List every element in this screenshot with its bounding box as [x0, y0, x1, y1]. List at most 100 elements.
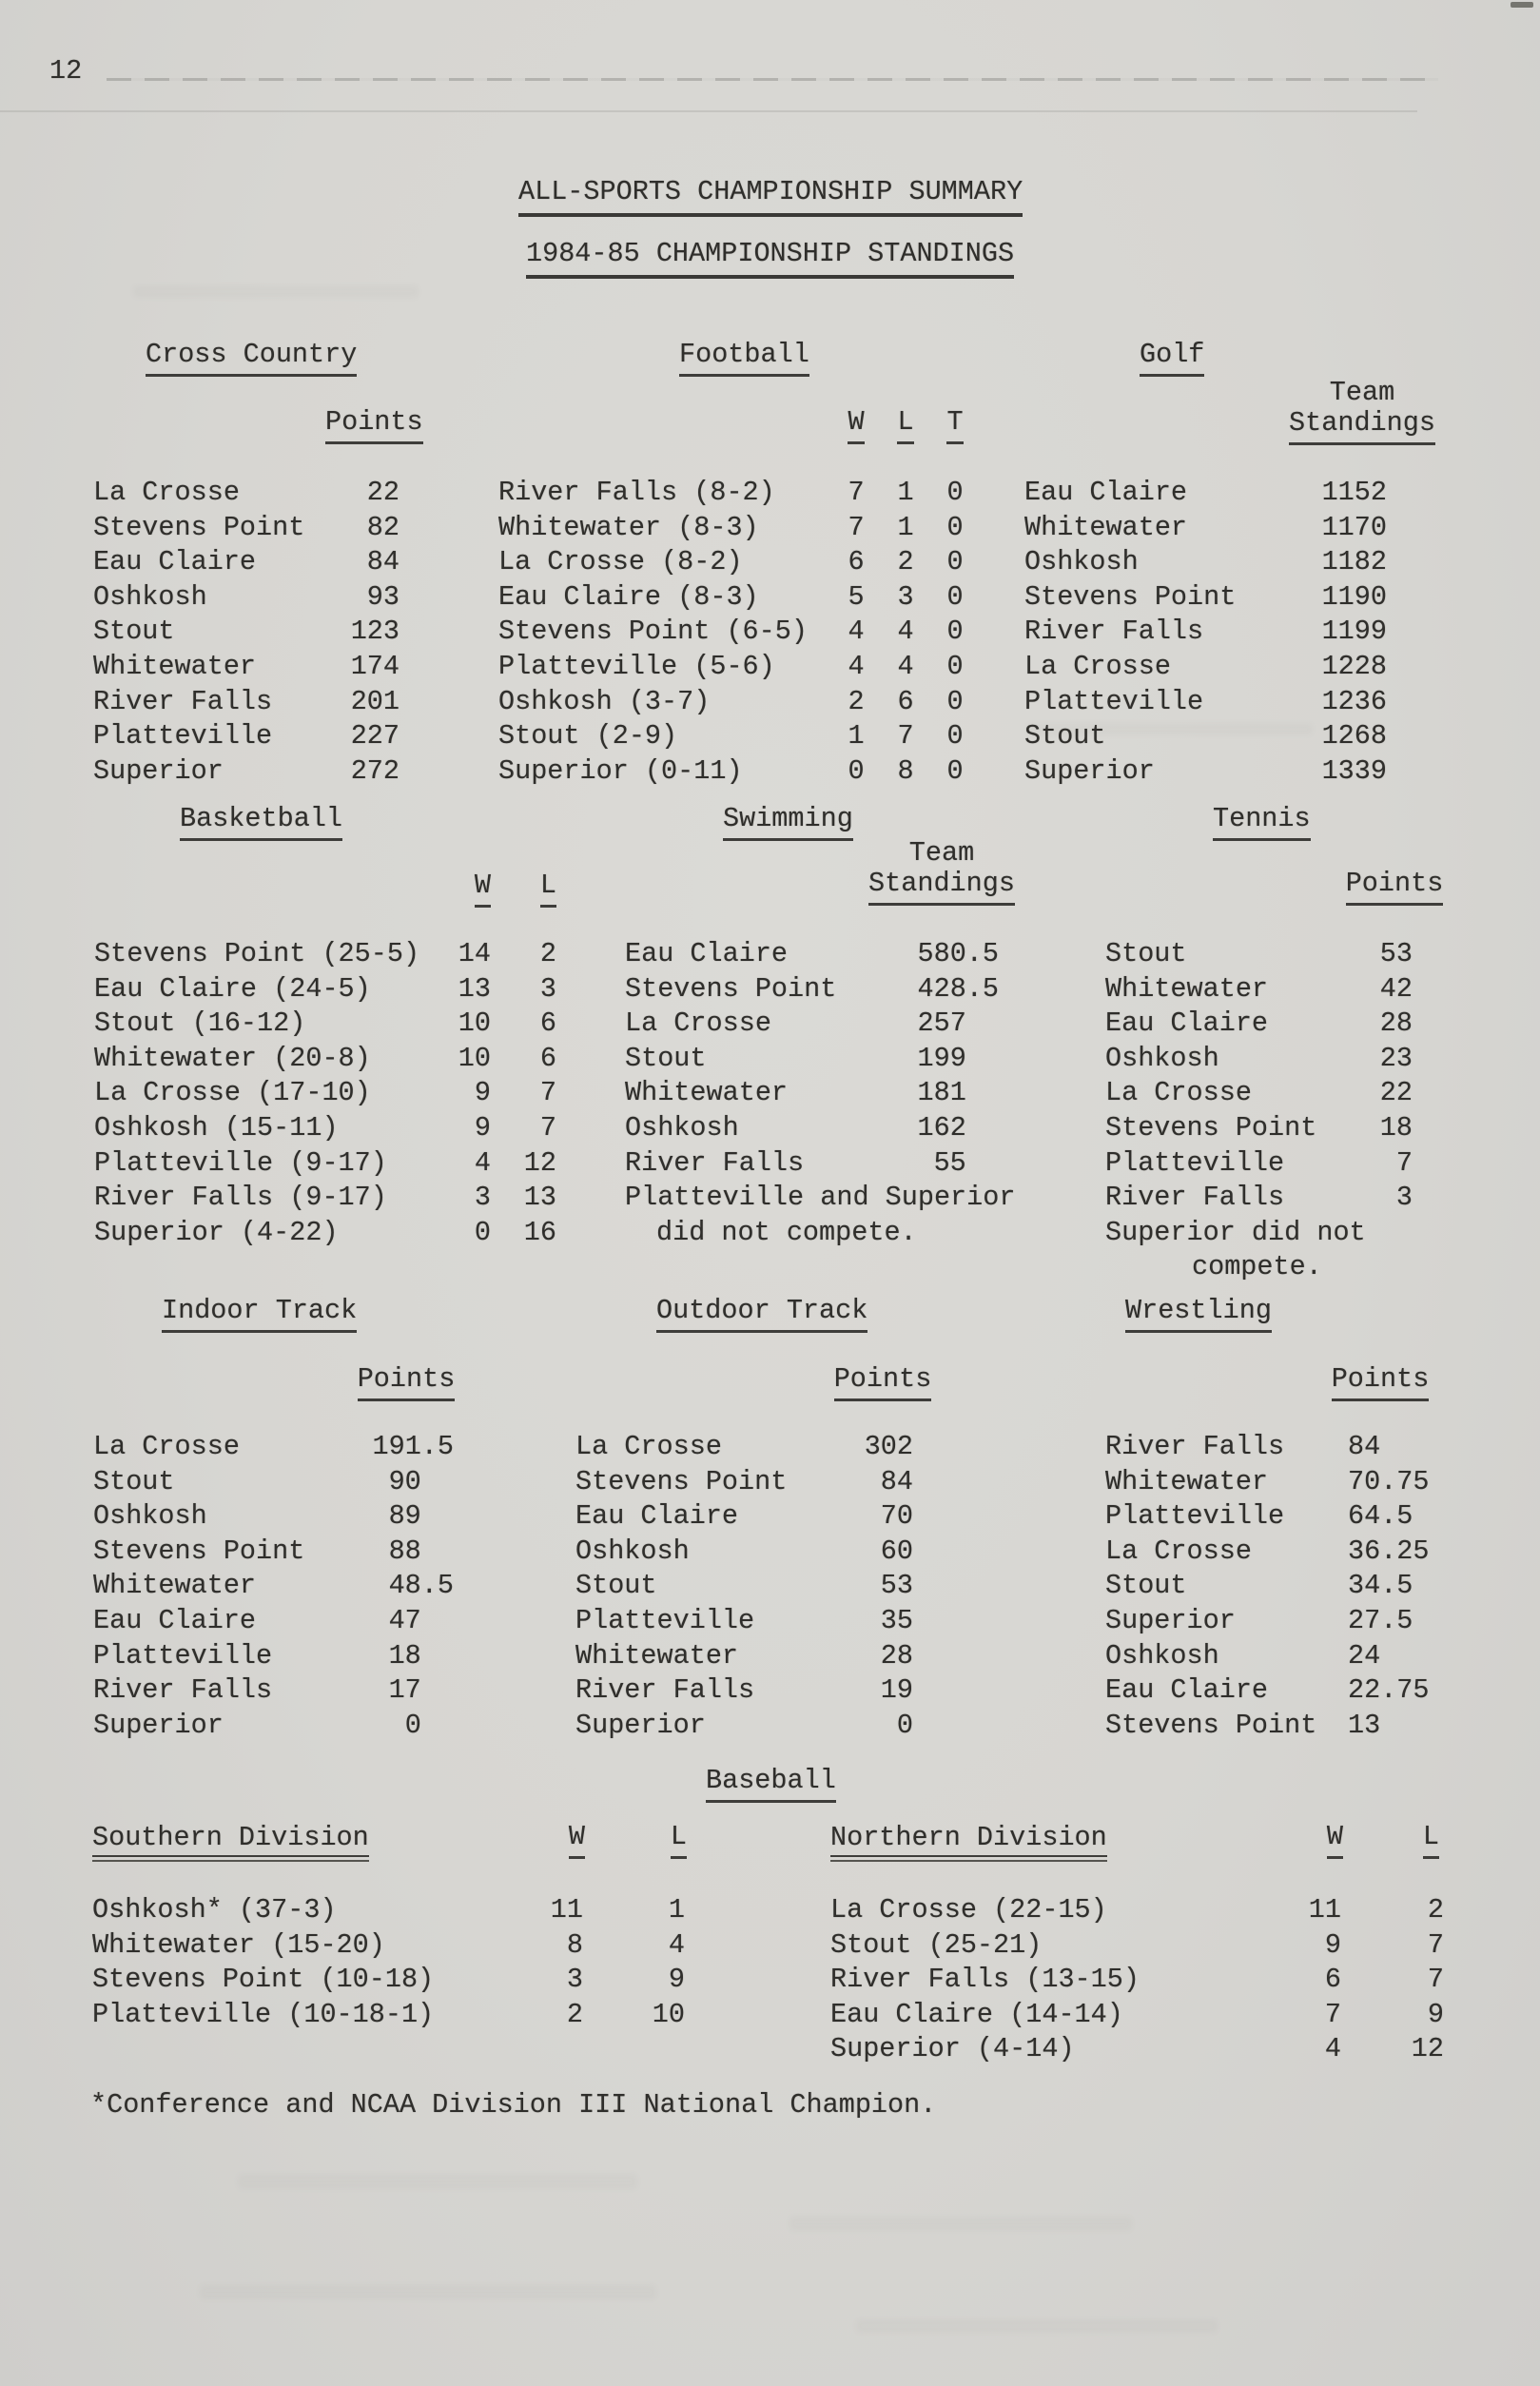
row-value: 34.5: [1348, 1570, 1413, 1602]
row-value: 257: [917, 1007, 999, 1040]
section-baseball-northern: Northern Division W L La Crosse (22-15) 1…: [830, 1821, 1477, 2107]
row-value: 13: [1348, 1709, 1381, 1741]
row-value: 6: [848, 546, 865, 578]
row-label: Platteville: [575, 1604, 755, 1636]
table-row: Oshkosh 60: [575, 1535, 956, 1570]
row-label: Superior: [93, 754, 224, 787]
section-title: Swimming: [723, 803, 853, 841]
row-value: 36.25: [1348, 1535, 1430, 1567]
column-header-l: L: [1401, 1821, 1439, 1859]
row-label: Platteville: [93, 720, 273, 753]
table-row: Whitewater 70.75: [1105, 1465, 1486, 1500]
row-label: Eau Claire: [93, 546, 257, 578]
table-row: River Falls 84: [1105, 1430, 1486, 1465]
table-row: Eau Claire 28: [1105, 1007, 1486, 1042]
column-header-l: L: [649, 1821, 687, 1859]
row-label: Superior: [1024, 754, 1155, 787]
table-row: Platteville 1236: [1024, 685, 1452, 720]
row-value: 12: [523, 1146, 556, 1179]
section-outdoor-track: Outdoor Track Points La Crosse 302 Stevens…: [575, 1295, 956, 1752]
row-label: Stout: [625, 1042, 707, 1074]
row-label: La Crosse: [1105, 1535, 1252, 1567]
row-label: Stout: [1024, 720, 1106, 753]
row-value: 7: [1324, 1998, 1341, 2030]
row-value: 9: [1427, 1998, 1444, 2030]
division-title: Southern Division: [92, 1822, 369, 1853]
column-header-w: W: [547, 1821, 585, 1859]
column-header-w: W: [453, 870, 491, 908]
table-row: River Falls 19: [575, 1673, 956, 1709]
section-title: Wrestling: [1125, 1295, 1272, 1333]
standings-rows: La Crosse 302 Stevens Point 84 Eau Claire 70 O…: [575, 1430, 956, 1743]
row-value: 0: [404, 1709, 454, 1741]
row-value: 70.75: [1348, 1465, 1430, 1497]
standings-rows: Stevens Point (25-5) 14 2 Eau Claire (24-5)…: [94, 937, 570, 1250]
row-label: Stevens Point: [93, 511, 305, 543]
row-value: 24: [1348, 1639, 1381, 1672]
row-label: Oshkosh* (37-3): [92, 1894, 337, 1926]
row-value: 28: [880, 1639, 913, 1672]
row-value: 123: [350, 616, 400, 648]
row-value: 1182: [1321, 546, 1387, 578]
table-row: Platteville 18: [93, 1639, 474, 1674]
table-row: La Crosse 257: [625, 1007, 1043, 1042]
table-row: Stout 53: [1105, 937, 1486, 972]
table-row: River Falls (8-2) 7 1 0: [498, 476, 974, 511]
row-value: 8: [897, 754, 914, 787]
column-headers-wl: W L: [92, 1821, 720, 1859]
row-value: 2: [566, 1998, 583, 2030]
row-value: 11: [1308, 1894, 1341, 1926]
row-label: River Falls: [1024, 616, 1204, 648]
row-value: 88: [388, 1535, 454, 1567]
table-row: La Crosse 36.25: [1105, 1535, 1486, 1570]
scan-bleedthrough: [789, 2217, 1132, 2231]
row-value: 0: [946, 685, 964, 717]
row-value: 82: [366, 511, 400, 543]
column-header-t: T: [938, 406, 972, 444]
table-row: Stevens Point 13: [1105, 1709, 1486, 1744]
row-value: 227: [350, 720, 400, 753]
column-header-points: Points: [1238, 1363, 1523, 1401]
scan-bleedthrough: [238, 2174, 637, 2189]
row-value: 3: [897, 580, 914, 613]
row-label: Stout: [575, 1570, 657, 1602]
row-value: 7: [1395, 1146, 1413, 1179]
page-title: ALL-SPORTS CHAMPIONSHIP SUMMARY: [518, 176, 1023, 217]
table-row: La Crosse (22-15) 11 2: [830, 1893, 1477, 1928]
footnote: *Conference and NCAA Division III Nation…: [90, 2089, 937, 2121]
standings-rows: Eau Claire 580.5 Stevens Point 428.5 La Cros…: [625, 937, 1043, 1181]
row-value: 6: [1324, 1964, 1341, 1996]
table-row: Eau Claire 22.75: [1105, 1673, 1486, 1709]
row-value: 6: [897, 685, 914, 717]
row-label: La Crosse: [93, 477, 240, 508]
table-row: Superior (4-14) 4 12: [830, 2032, 1477, 2067]
table-row: La Crosse 302: [575, 1430, 956, 1465]
column-header-l: L: [888, 406, 923, 444]
row-value: 16: [523, 1216, 556, 1248]
table-row: Oshkosh (3-7) 2 6 0: [498, 685, 974, 720]
table-row: River Falls 55: [625, 1146, 1043, 1182]
table-row: Whitewater 1170: [1024, 511, 1452, 546]
table-row: Superior 1339: [1024, 754, 1452, 790]
table-row: Stevens Point 84: [575, 1465, 956, 1500]
row-label: Platteville: [1105, 1500, 1285, 1533]
table-row: Stout 199: [625, 1042, 1043, 1077]
row-value: 1: [668, 1894, 685, 1926]
section-title: Indoor Track: [162, 1295, 358, 1333]
standings-rows: La Crosse 191.5 Stout 90 Oshkosh 89 Stevens …: [93, 1430, 474, 1743]
table-row: River Falls 3: [1105, 1181, 1486, 1216]
row-label: La Crosse: [1105, 1077, 1252, 1109]
section-swimming: Swimming Team Standings Eau Claire 580.5 S…: [625, 803, 1043, 1280]
row-label: La Crosse: [625, 1007, 771, 1040]
row-value: 10: [652, 1998, 685, 2030]
section-title: Cross Country: [146, 339, 358, 377]
row-value: 90: [388, 1465, 454, 1497]
row-label: La Crosse: [93, 1431, 240, 1462]
table-row: River Falls (13-15) 6 7: [830, 1963, 1477, 1998]
table-row: Platteville (10-18-1) 2 10: [92, 1998, 720, 2033]
row-value: 3: [1395, 1182, 1413, 1214]
scan-artifact-line: [0, 110, 1417, 112]
table-row: Stevens Point 18: [1105, 1111, 1486, 1146]
table-row: River Falls 1199: [1024, 615, 1452, 650]
row-value: 53: [1379, 938, 1413, 969]
